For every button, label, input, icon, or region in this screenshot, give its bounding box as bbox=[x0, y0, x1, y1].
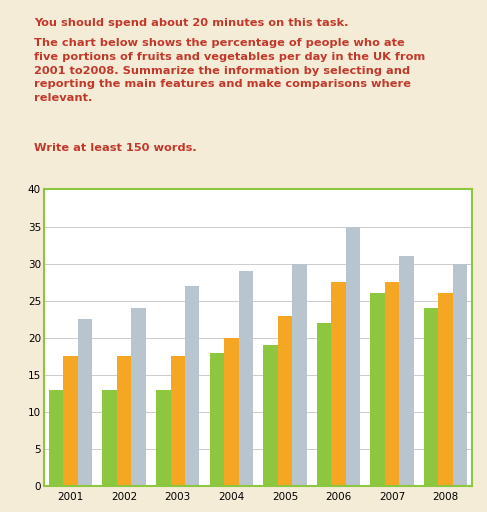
Bar bbox=[117, 356, 131, 486]
Bar bbox=[370, 293, 385, 486]
Bar bbox=[278, 315, 292, 486]
Bar bbox=[78, 319, 93, 486]
Text: The chart below shows the percentage of people who ate
five portions of fruits a: The chart below shows the percentage of … bbox=[34, 38, 425, 103]
Bar bbox=[292, 264, 307, 486]
Bar bbox=[385, 282, 399, 486]
Bar bbox=[438, 293, 453, 486]
Bar bbox=[424, 308, 438, 486]
Bar bbox=[209, 353, 224, 486]
Text: You should spend about 20 minutes on this task.: You should spend about 20 minutes on thi… bbox=[34, 18, 349, 28]
Bar bbox=[63, 356, 78, 486]
Bar bbox=[239, 271, 253, 486]
Bar bbox=[317, 323, 331, 486]
Bar bbox=[263, 346, 278, 486]
Bar bbox=[453, 264, 468, 486]
Bar bbox=[49, 390, 63, 486]
Bar bbox=[331, 282, 346, 486]
Bar bbox=[185, 286, 200, 486]
Bar bbox=[156, 390, 170, 486]
Text: Write at least 150 words.: Write at least 150 words. bbox=[34, 143, 197, 154]
Bar bbox=[102, 390, 117, 486]
Bar bbox=[346, 226, 360, 486]
Bar bbox=[170, 356, 185, 486]
Bar bbox=[399, 257, 414, 486]
Bar bbox=[131, 308, 146, 486]
Bar bbox=[224, 338, 239, 486]
